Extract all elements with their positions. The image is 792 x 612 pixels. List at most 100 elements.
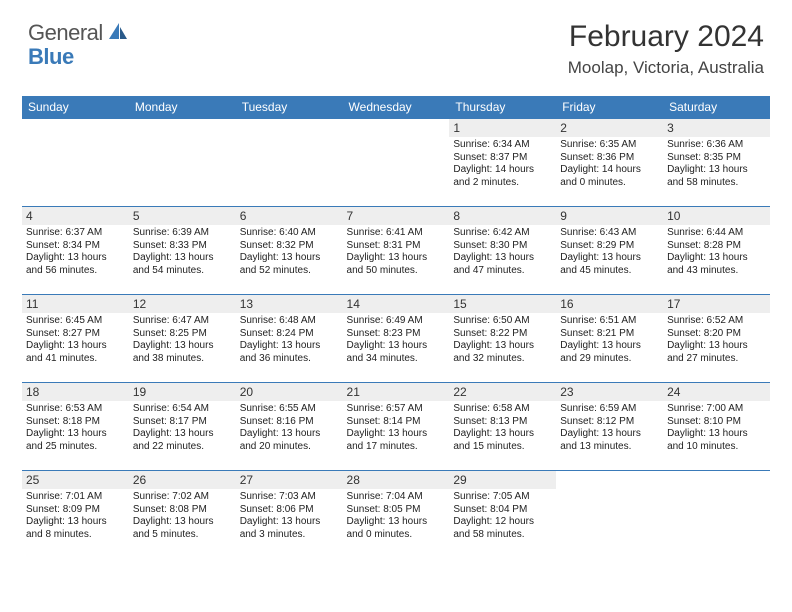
day-number: 24 [663,383,770,401]
calendar-cell: 14Sunrise: 6:49 AMSunset: 8:23 PMDayligh… [343,295,450,383]
calendar-cell: 17Sunrise: 6:52 AMSunset: 8:20 PMDayligh… [663,295,770,383]
sunrise-text: Sunrise: 6:44 AM [667,227,766,240]
daylight-text: Daylight: 13 hours and 58 minutes. [667,164,766,189]
sunset-text: Sunset: 8:08 PM [133,504,232,517]
day-number: 11 [22,295,129,313]
day-number: 8 [449,207,556,225]
calendar-cell: . [663,471,770,559]
daylight-text: Daylight: 13 hours and 10 minutes. [667,428,766,453]
calendar-cell: 8Sunrise: 6:42 AMSunset: 8:30 PMDaylight… [449,207,556,295]
day-number: 14 [343,295,450,313]
sunrise-text: Sunrise: 6:37 AM [26,227,125,240]
day-details: Sunrise: 7:02 AMSunset: 8:08 PMDaylight:… [129,489,236,543]
calendar-cell: 3Sunrise: 6:36 AMSunset: 8:35 PMDaylight… [663,119,770,207]
sunrise-text: Sunrise: 6:42 AM [453,227,552,240]
sunrise-text: Sunrise: 6:57 AM [347,403,446,416]
sunset-text: Sunset: 8:12 PM [560,416,659,429]
sunrise-text: Sunrise: 6:45 AM [26,315,125,328]
day-number: 27 [236,471,343,489]
calendar-cell: 21Sunrise: 6:57 AMSunset: 8:14 PMDayligh… [343,383,450,471]
calendar-cell: 19Sunrise: 6:54 AMSunset: 8:17 PMDayligh… [129,383,236,471]
day-details: Sunrise: 6:53 AMSunset: 8:18 PMDaylight:… [22,401,129,455]
location-subtitle: Moolap, Victoria, Australia [568,58,764,78]
sunrise-text: Sunrise: 7:05 AM [453,491,552,504]
calendar-cell: 10Sunrise: 6:44 AMSunset: 8:28 PMDayligh… [663,207,770,295]
calendar-cell: 26Sunrise: 7:02 AMSunset: 8:08 PMDayligh… [129,471,236,559]
day-details: Sunrise: 6:40 AMSunset: 8:32 PMDaylight:… [236,225,343,279]
calendar-cell: . [556,471,663,559]
col-mon: Monday [129,96,236,119]
day-details: Sunrise: 6:43 AMSunset: 8:29 PMDaylight:… [556,225,663,279]
brand-text-2: Blue [28,44,74,69]
day-details: Sunrise: 6:47 AMSunset: 8:25 PMDaylight:… [129,313,236,367]
sunset-text: Sunset: 8:14 PM [347,416,446,429]
day-details: Sunrise: 6:51 AMSunset: 8:21 PMDaylight:… [556,313,663,367]
day-number: 17 [663,295,770,313]
daylight-text: Daylight: 13 hours and 17 minutes. [347,428,446,453]
sunrise-text: Sunrise: 6:47 AM [133,315,232,328]
daylight-text: Daylight: 13 hours and 3 minutes. [240,516,339,541]
sunrise-text: Sunrise: 6:48 AM [240,315,339,328]
day-number: 1 [449,119,556,137]
day-number: 4 [22,207,129,225]
sunrise-text: Sunrise: 6:35 AM [560,139,659,152]
sunrise-text: Sunrise: 6:39 AM [133,227,232,240]
day-number: 19 [129,383,236,401]
daylight-text: Daylight: 13 hours and 52 minutes. [240,252,339,277]
sunset-text: Sunset: 8:21 PM [560,328,659,341]
sunset-text: Sunset: 8:20 PM [667,328,766,341]
calendar-cell: 25Sunrise: 7:01 AMSunset: 8:09 PMDayligh… [22,471,129,559]
calendar-cell: . [129,119,236,207]
daylight-text: Daylight: 13 hours and 8 minutes. [26,516,125,541]
daylight-text: Daylight: 13 hours and 20 minutes. [240,428,339,453]
calendar-row: 18Sunrise: 6:53 AMSunset: 8:18 PMDayligh… [22,383,770,471]
sunset-text: Sunset: 8:29 PM [560,240,659,253]
calendar-cell: 28Sunrise: 7:04 AMSunset: 8:05 PMDayligh… [343,471,450,559]
sunrise-text: Sunrise: 6:58 AM [453,403,552,416]
day-number: 15 [449,295,556,313]
sunrise-text: Sunrise: 6:55 AM [240,403,339,416]
sunset-text: Sunset: 8:13 PM [453,416,552,429]
calendar-row: 25Sunrise: 7:01 AMSunset: 8:09 PMDayligh… [22,471,770,559]
daylight-text: Daylight: 13 hours and 47 minutes. [453,252,552,277]
day-details: Sunrise: 6:41 AMSunset: 8:31 PMDaylight:… [343,225,450,279]
day-details: Sunrise: 6:39 AMSunset: 8:33 PMDaylight:… [129,225,236,279]
col-sun: Sunday [22,96,129,119]
sunrise-text: Sunrise: 6:54 AM [133,403,232,416]
day-details: Sunrise: 6:42 AMSunset: 8:30 PMDaylight:… [449,225,556,279]
calendar-cell: 11Sunrise: 6:45 AMSunset: 8:27 PMDayligh… [22,295,129,383]
sunrise-text: Sunrise: 7:03 AM [240,491,339,504]
calendar-table: Sunday Monday Tuesday Wednesday Thursday… [22,96,770,559]
col-thu: Thursday [449,96,556,119]
day-number: 28 [343,471,450,489]
day-details: Sunrise: 7:03 AMSunset: 8:06 PMDaylight:… [236,489,343,543]
sunset-text: Sunset: 8:34 PM [26,240,125,253]
sunset-text: Sunset: 8:27 PM [26,328,125,341]
calendar-cell: 18Sunrise: 6:53 AMSunset: 8:18 PMDayligh… [22,383,129,471]
month-title: February 2024 [568,20,764,54]
day-details: Sunrise: 6:50 AMSunset: 8:22 PMDaylight:… [449,313,556,367]
day-details: Sunrise: 6:48 AMSunset: 8:24 PMDaylight:… [236,313,343,367]
daylight-text: Daylight: 13 hours and 50 minutes. [347,252,446,277]
calendar-cell: 27Sunrise: 7:03 AMSunset: 8:06 PMDayligh… [236,471,343,559]
sunset-text: Sunset: 8:37 PM [453,152,552,165]
daylight-text: Daylight: 13 hours and 25 minutes. [26,428,125,453]
daylight-text: Daylight: 14 hours and 0 minutes. [560,164,659,189]
sunset-text: Sunset: 8:25 PM [133,328,232,341]
brand-logo: General [28,20,131,46]
day-details: Sunrise: 7:04 AMSunset: 8:05 PMDaylight:… [343,489,450,543]
sunrise-text: Sunrise: 6:53 AM [26,403,125,416]
sunset-text: Sunset: 8:33 PM [133,240,232,253]
sunset-text: Sunset: 8:04 PM [453,504,552,517]
day-details: Sunrise: 6:44 AMSunset: 8:28 PMDaylight:… [663,225,770,279]
day-number: 26 [129,471,236,489]
calendar-cell: 2Sunrise: 6:35 AMSunset: 8:36 PMDaylight… [556,119,663,207]
calendar-weekday-header: Sunday Monday Tuesday Wednesday Thursday… [22,96,770,119]
daylight-text: Daylight: 13 hours and 45 minutes. [560,252,659,277]
daylight-text: Daylight: 13 hours and 0 minutes. [347,516,446,541]
day-details: Sunrise: 6:35 AMSunset: 8:36 PMDaylight:… [556,137,663,191]
calendar-cell: 6Sunrise: 6:40 AMSunset: 8:32 PMDaylight… [236,207,343,295]
day-details: Sunrise: 6:59 AMSunset: 8:12 PMDaylight:… [556,401,663,455]
sunrise-text: Sunrise: 6:51 AM [560,315,659,328]
col-sat: Saturday [663,96,770,119]
